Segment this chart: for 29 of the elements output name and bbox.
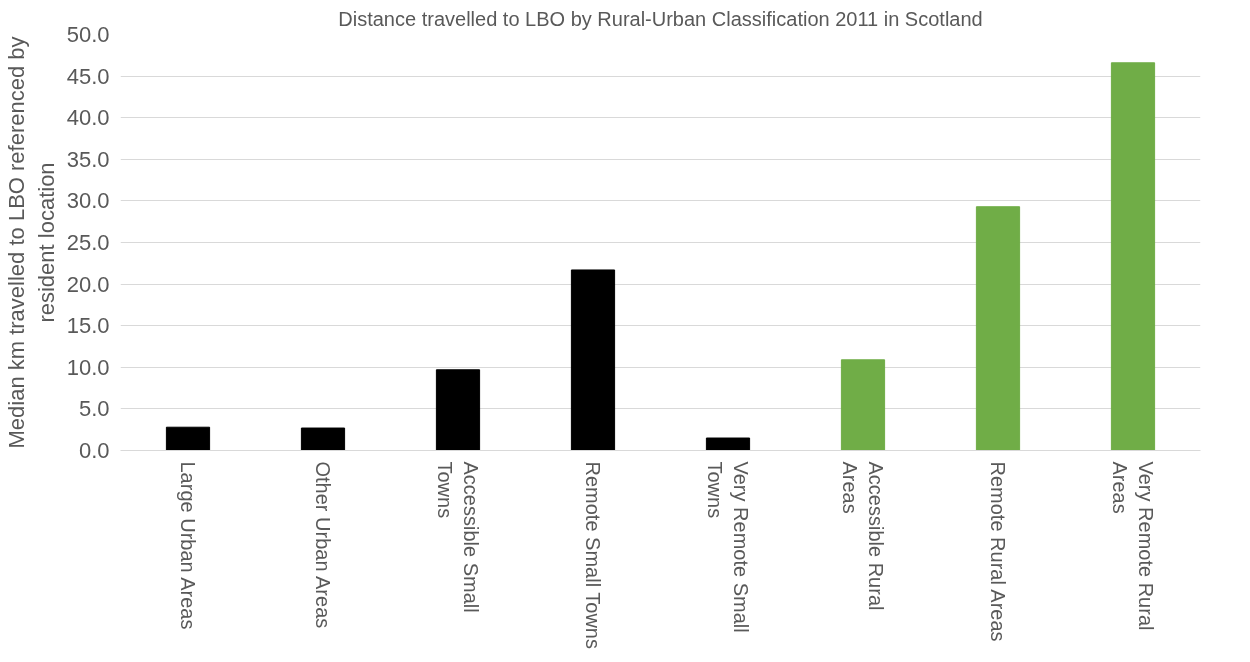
y-tick-label: 20.0 (66, 271, 110, 297)
y-tick-label: 25.0 (66, 230, 110, 255)
x-tick-label: Accessible Small Towns (433, 461, 483, 613)
y-tick-label: 30.0 (66, 188, 110, 214)
y-tick-label: 45.0 (66, 63, 110, 89)
bar (570, 269, 616, 451)
x-tick-label: Other Urban Areas (312, 461, 334, 629)
x-tick-label: Remote Small Towns (582, 461, 604, 649)
x-tick-label: Large Urban Areas (177, 461, 199, 630)
y-tick-label: 0.0 (78, 438, 110, 463)
y-tick-label: 15.0 (66, 313, 110, 339)
bar (840, 359, 886, 451)
chart-title: Distance travelled to LBO by Rural-Urban Classification 2011 in Scotland (338, 7, 983, 30)
bar (1110, 62, 1156, 451)
y-tick-label: 10.0 (66, 354, 110, 380)
y-tick-label: 5.0 (78, 396, 110, 422)
bar (435, 369, 481, 451)
y-tick-label: 40.0 (66, 105, 110, 131)
x-tick-label: Very Remote Rural Areas (1108, 461, 1158, 631)
y-axis-title: Median km travelled to LBO referenced by resident location (3, 36, 59, 449)
x-tick-label: Accessible Rural Areas (838, 461, 888, 611)
bar (300, 427, 346, 451)
y-tick-label: 50.0 (66, 22, 110, 47)
x-tick-label: Very Remote Small Towns (703, 461, 753, 633)
bar (975, 206, 1021, 451)
x-tick-label: Remote Rural Areas (987, 461, 1009, 642)
bar (165, 426, 211, 451)
bar (705, 437, 751, 451)
y-tick-label: 35.0 (66, 146, 110, 172)
